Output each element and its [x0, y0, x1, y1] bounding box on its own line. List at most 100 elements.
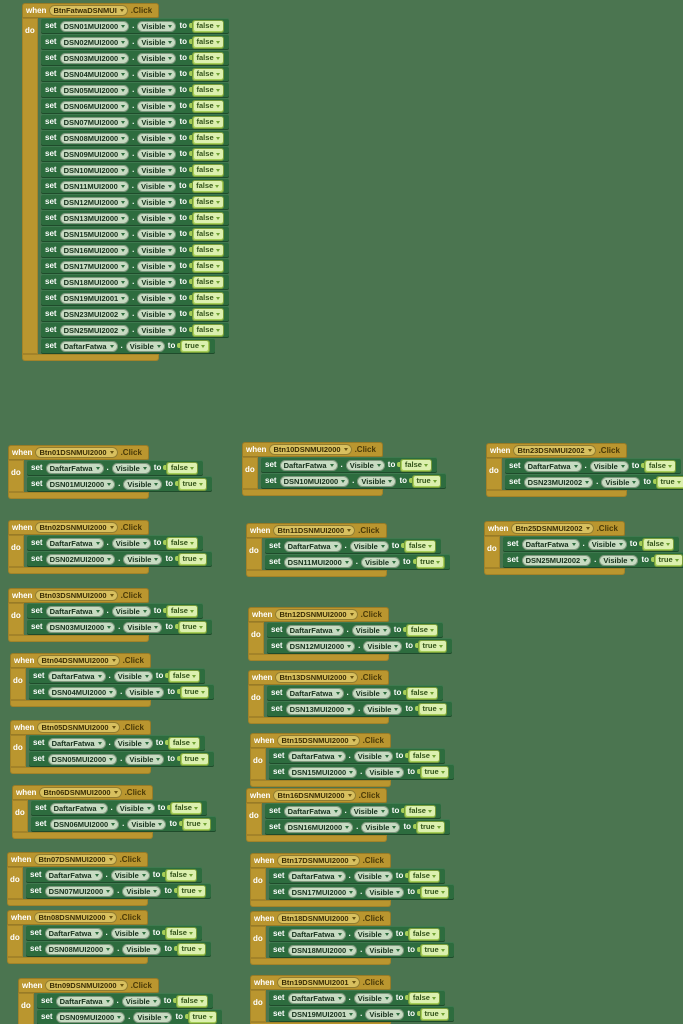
set-visible-statement[interactable]: set DSN01MUI2000. Visible to true [27, 476, 213, 492]
logic-value-block[interactable]: false [405, 749, 441, 763]
component-dropdown[interactable]: DaftarFatwa [287, 870, 346, 882]
component-dropdown[interactable]: DaftarFatwa [55, 995, 114, 1007]
property-dropdown[interactable]: Visible [599, 554, 639, 566]
logic-value-block[interactable]: false [189, 131, 225, 145]
component-dropdown[interactable]: DSN15MUI2000 [59, 228, 130, 240]
set-visible-statement[interactable]: set DSN12MUI2000. Visible to false [41, 194, 230, 210]
event-component-dropdown[interactable]: Btn05DSNMUI2000 [37, 722, 120, 733]
event-header[interactable]: when Btn18DSNMUI2000 .Click [250, 911, 391, 926]
logic-value-block[interactable]: false [189, 83, 225, 97]
event-header[interactable]: when Btn07DSNMUI2000 .Click [7, 852, 148, 867]
property-dropdown[interactable]: Visible [137, 148, 177, 160]
event-header[interactable]: when Btn19DSNMUI2001 .Click [250, 975, 391, 990]
event-header[interactable]: when Btn04DSNMUI2000 .Click [10, 653, 151, 668]
event-component-dropdown[interactable]: Btn08DSNMUI2000 [34, 912, 117, 923]
component-dropdown[interactable]: DSN04MUI2000 [59, 68, 130, 80]
component-dropdown[interactable]: DSN18MUI2000 [59, 276, 130, 288]
component-dropdown[interactable]: DaftarFatwa [521, 538, 580, 550]
property-dropdown[interactable]: Visible [589, 460, 629, 472]
when-click-block-10[interactable]: when Btn10DSNMUI2000 .Click do set DaftarFatw… [242, 442, 447, 496]
logic-value-block[interactable]: false [189, 163, 225, 177]
component-dropdown[interactable]: DSN05MUI2000 [59, 84, 130, 96]
component-dropdown[interactable]: DaftarFatwa [287, 750, 346, 762]
set-visible-statement[interactable]: set DSN10MUI2000. Visible to true [261, 473, 447, 489]
event-component-dropdown[interactable]: Btn18DSNMUI2000 [277, 913, 360, 924]
set-visible-statement[interactable]: set DSN25MUI2002. Visible to false [41, 322, 230, 338]
set-visible-statement[interactable]: set DaftarFatwa. Visible to false [503, 536, 680, 552]
component-dropdown[interactable]: DSN05MUI2000 [47, 753, 118, 765]
set-visible-statement[interactable]: set DSN07MUI2000. Visible to false [41, 114, 230, 130]
component-dropdown[interactable]: DaftarFatwa [285, 624, 344, 636]
event-component-dropdown[interactable]: Btn03DSNMUI2000 [35, 590, 118, 601]
component-dropdown[interactable]: DSN10MUI2000 [59, 164, 130, 176]
set-visible-statement[interactable]: set DSN06MUI2000. Visible to true [31, 816, 217, 832]
logic-value-block[interactable]: false [405, 927, 441, 941]
logic-value-block[interactable]: false [165, 669, 201, 683]
logic-value-block[interactable]: false [189, 259, 225, 273]
property-dropdown[interactable]: Visible [349, 805, 389, 817]
logic-value-block[interactable]: false [405, 991, 441, 1005]
logic-value-block[interactable]: false [189, 211, 225, 225]
set-visible-statement[interactable]: set DSN02MUI2000. Visible to true [27, 551, 213, 567]
set-visible-statement[interactable]: set DSN23MUI2002. Visible to false [41, 306, 230, 322]
property-dropdown[interactable]: Visible [125, 753, 165, 765]
event-component-dropdown[interactable]: Btn16DSNMUI2000 [273, 790, 356, 801]
logic-value-block[interactable]: true [176, 685, 210, 699]
property-dropdown[interactable]: Visible [137, 116, 177, 128]
component-dropdown[interactable]: DSN08MUI2000 [59, 132, 130, 144]
event-header[interactable]: when Btn09DSNMUI2000 .Click [18, 978, 159, 993]
property-dropdown[interactable]: Visible [137, 20, 177, 32]
property-dropdown[interactable]: Visible [137, 276, 177, 288]
set-visible-statement[interactable]: set DSN12MUI2000. Visible to true [267, 638, 453, 654]
logic-value-block[interactable]: false [397, 458, 433, 472]
component-dropdown[interactable]: DaftarFatwa [287, 928, 346, 940]
property-dropdown[interactable]: Visible [122, 885, 162, 897]
property-dropdown[interactable]: Visible [137, 308, 177, 320]
set-visible-statement[interactable]: set DSN18MUI2000. Visible to false [41, 274, 230, 290]
logic-value-block[interactable]: true [177, 339, 210, 353]
logic-value-block[interactable]: false [405, 869, 441, 883]
set-visible-statement[interactable]: set DaftarFatwa. Visible to false [261, 457, 438, 473]
property-dropdown[interactable]: Visible [353, 928, 393, 940]
set-visible-statement[interactable]: set DSN10MUI2000. Visible to false [41, 162, 230, 178]
logic-value-block[interactable]: false [189, 19, 225, 33]
component-dropdown[interactable]: DSN23MUI2002 [59, 308, 130, 320]
logic-value-block[interactable]: true [178, 817, 212, 831]
logic-value-block[interactable]: false [403, 686, 439, 700]
property-dropdown[interactable]: Visible [587, 538, 627, 550]
when-click-block-18[interactable]: when Btn19DSNMUI2001 .Click do set DaftarFatw… [250, 975, 455, 1024]
component-dropdown[interactable]: DSN12MUI2000 [285, 640, 356, 652]
event-header[interactable]: when Btn16DSNMUI2000 .Click [246, 788, 387, 803]
property-dropdown[interactable]: Visible [137, 52, 177, 64]
event-header[interactable]: when Btn03DSNMUI2000 .Click [8, 588, 149, 603]
set-visible-statement[interactable]: set DSN07MUI2000. Visible to true [26, 883, 212, 899]
set-visible-statement[interactable]: set DSN09MUI2000. Visible to false [41, 146, 230, 162]
property-dropdown[interactable]: Visible [137, 324, 177, 336]
property-dropdown[interactable]: Visible [137, 228, 177, 240]
event-component-dropdown[interactable]: BtnFatwaDSNMUI [49, 5, 128, 16]
logic-value-block[interactable]: false [189, 67, 225, 81]
property-dropdown[interactable]: Visible [137, 292, 177, 304]
logic-value-block[interactable]: false [401, 804, 437, 818]
logic-value-block[interactable]: false [639, 537, 675, 551]
property-dropdown[interactable]: Visible [137, 164, 177, 176]
logic-value-block[interactable]: false [189, 323, 225, 337]
logic-value-block[interactable]: false [403, 623, 439, 637]
set-visible-statement[interactable]: set DaftarFatwa. Visible to false [269, 748, 446, 764]
component-dropdown[interactable]: DSN03MUI2000 [59, 52, 130, 64]
logic-value-block[interactable]: false [163, 536, 199, 550]
property-dropdown[interactable]: Visible [123, 478, 163, 490]
property-dropdown[interactable]: Visible [361, 556, 401, 568]
property-dropdown[interactable]: Visible [351, 687, 391, 699]
event-header[interactable]: when Btn05DSNMUI2000 .Click [10, 720, 151, 735]
when-click-block-main[interactable]: when BtnFatwaDSNMUI .Click do set DSN01MUI200… [22, 3, 230, 361]
set-visible-statement[interactable]: set DaftarFatwa. Visible to false [27, 603, 204, 619]
property-dropdown[interactable]: Visible [601, 476, 641, 488]
logic-value-block[interactable]: false [162, 868, 198, 882]
set-visible-statement[interactable]: set DaftarFatwa. Visible to false [505, 458, 682, 474]
component-dropdown[interactable]: DSN18MUI2000 [287, 944, 358, 956]
component-dropdown[interactable]: DaftarFatwa [44, 927, 103, 939]
set-visible-statement[interactable]: set DSN03MUI2000. Visible to true [27, 619, 213, 635]
when-click-block-13[interactable]: when Btn13DSNMUI2000 .Click do set DaftarFatw… [248, 670, 453, 724]
set-visible-statement[interactable]: set DaftarFatwa. Visible to false [29, 668, 206, 684]
